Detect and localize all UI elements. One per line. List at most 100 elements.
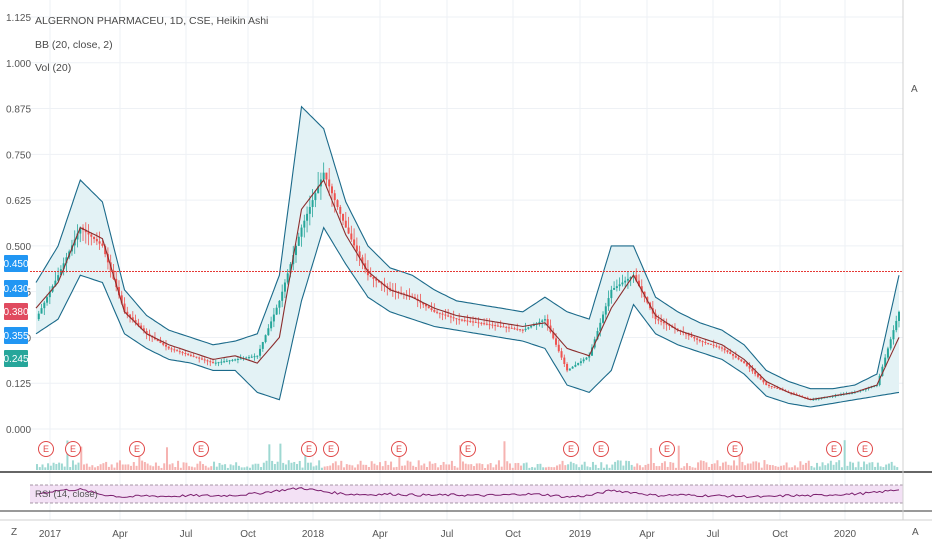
earnings-marker[interactable] [659,441,675,457]
earnings-marker[interactable] [857,441,873,457]
volume-bar [210,466,213,470]
volume-bar [511,467,514,470]
earnings-marker[interactable] [301,441,317,457]
earnings-marker[interactable] [727,441,743,457]
volume-bar [152,466,155,470]
candle-body [687,334,690,336]
time-axis-label: Apr [372,529,388,540]
earnings-marker-label: E [831,444,837,454]
volume-bar [130,465,133,470]
candle-body [126,311,129,315]
legend-vol[interactable]: Vol (20) [35,62,71,74]
volume-bar [746,463,749,470]
candle-body [104,245,107,255]
volume-bar [467,464,470,470]
volume-bar [694,467,697,470]
volume-bar [88,466,91,470]
legend-bb[interactable]: BB (20, close, 2) [35,39,113,51]
legend-symbol[interactable]: ALGERNON PHARMACEU, 1D, CSE, Heikin Ashi [35,15,268,27]
candle-body [37,313,40,320]
volume-bar [85,463,88,470]
candle-body [571,366,574,369]
volume-bar [528,467,531,470]
earnings-marker[interactable] [826,441,842,457]
candle-body [546,319,549,326]
volume-bar [116,462,119,470]
candle-body [200,358,203,360]
earnings-marker[interactable] [65,441,81,457]
auto-scale-button[interactable]: A [912,527,919,538]
candle-body [358,251,361,258]
volume-bar [791,467,794,470]
candle-body [162,342,165,345]
candle-body [463,320,466,322]
earnings-marker[interactable] [193,441,209,457]
rsi-legend[interactable]: RSI (14, close) [35,489,98,500]
time-axis[interactable]: 2017 Apr Jul Oct 2018 Apr Jul Oct 2019 Apr Jul Oct 2… [39,529,857,540]
volume-bar [838,460,841,470]
candle-body [734,355,737,358]
earnings-marker[interactable] [593,441,609,457]
candle-body [167,346,170,349]
candle-body [333,193,336,201]
candle-body [189,354,192,356]
candle-body [881,366,884,376]
price-tag [4,255,28,272]
earnings-marker[interactable] [460,441,476,457]
earnings-marker[interactable] [391,441,407,457]
volume-bar [387,464,390,470]
volume-bar [268,444,271,470]
candle-body [250,356,253,358]
candle-body [690,335,693,337]
price-axis-scale-button[interactable]: A [911,84,918,95]
earnings-marker-label: E [43,444,49,454]
volume-bar [320,467,323,470]
volume-bar [63,466,66,470]
candle-body [884,357,887,367]
volume-bar [190,466,193,470]
earnings-marker[interactable] [38,441,54,457]
earnings-marker[interactable] [129,441,145,457]
earnings-marker[interactable] [323,441,339,457]
earnings-marker[interactable] [563,441,579,457]
volume-bar [807,460,810,470]
price-axis-label: 0.750 [6,150,31,161]
candle-body [469,320,472,322]
candle-body [212,362,215,364]
volume-bar [572,463,575,470]
candle-body [427,306,430,309]
volume-bar [733,460,736,470]
volume-bar [426,467,429,470]
earnings-marker-label: E [328,444,334,454]
volume-bar [652,463,655,470]
rsi-line [35,487,900,499]
candle-body [267,328,270,336]
zoom-button[interactable]: Z [11,527,17,538]
candle-body [715,345,718,347]
candle-body [660,320,663,322]
volume-bar [118,460,121,470]
volume-bar [536,464,539,470]
candle-body [621,282,624,285]
volume-bar [307,462,310,470]
candle-body [275,307,278,315]
volume-bar [448,464,451,470]
volume-bar [309,462,312,470]
volume-bar [843,440,846,470]
candle-body [173,349,176,351]
volume-bar [669,462,672,470]
candle-body [369,275,372,278]
candle-body [607,298,610,307]
candle-body [134,320,137,323]
candle-body [568,368,571,371]
volume-bar [334,461,337,470]
volume-bar [55,464,58,470]
volume-bar [188,466,191,470]
candle-body [626,278,629,281]
candle-body [57,275,60,281]
volume-bar [832,464,835,470]
earnings-marker-label: E [568,444,574,454]
candle-body [449,316,452,318]
volume-bar [179,467,182,470]
volume-bar [99,464,102,470]
